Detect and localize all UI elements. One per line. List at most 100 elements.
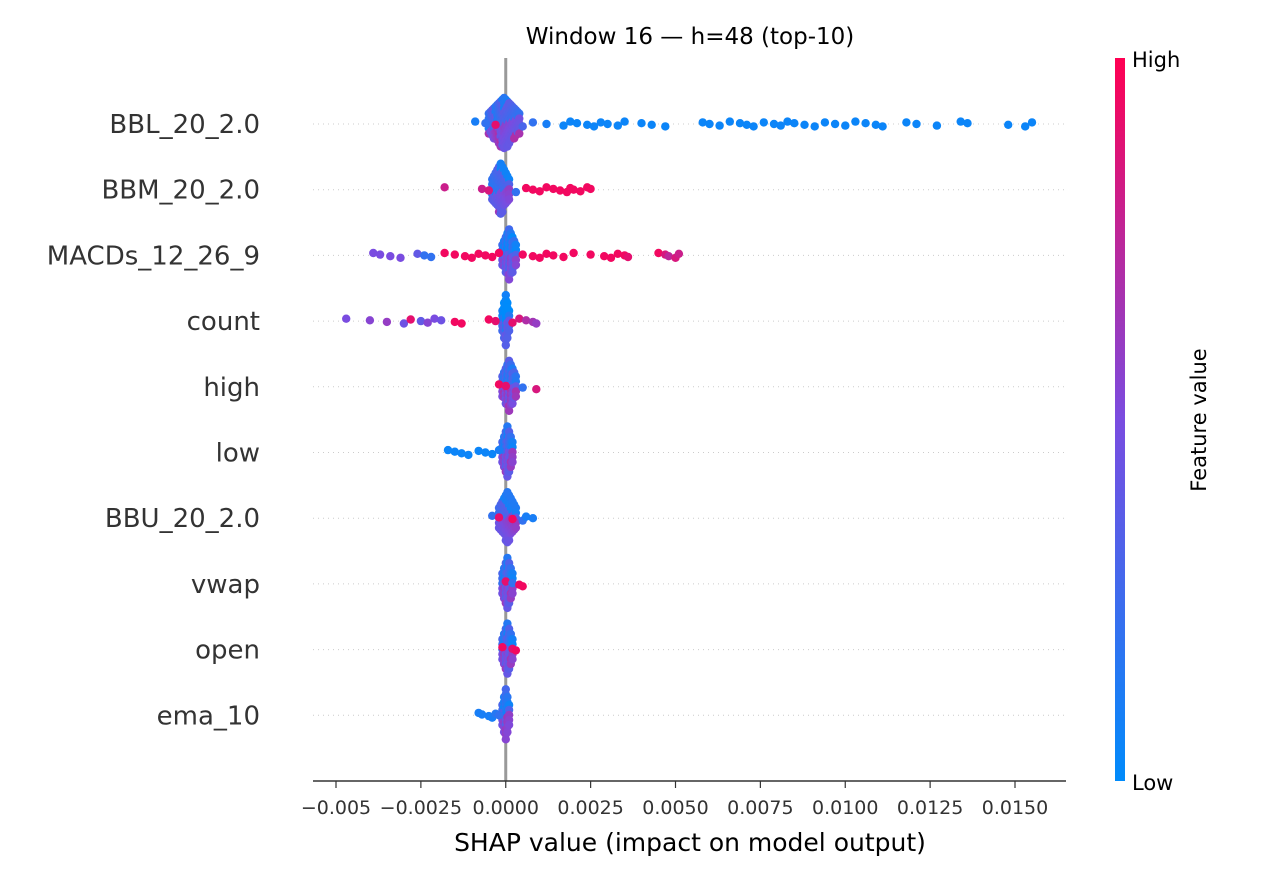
shap-point	[528, 118, 538, 127]
feature-label: ema_10	[157, 701, 260, 731]
shap-point	[535, 187, 544, 196]
shap-point	[365, 316, 375, 325]
shap-point	[450, 447, 459, 456]
shap-point	[515, 129, 524, 138]
x-tick-label: 0.0125	[897, 797, 963, 819]
shap-point	[1004, 120, 1013, 129]
shap-point	[518, 582, 527, 591]
shap-point	[521, 512, 531, 521]
row-guides	[313, 123, 1066, 716]
shap-point	[481, 119, 490, 128]
shap-point	[491, 316, 500, 326]
feature-label: open	[195, 636, 260, 666]
shap-point	[589, 122, 599, 131]
x-tick-label: 0.0000	[473, 797, 539, 819]
shap-point	[603, 119, 612, 129]
shap-point	[521, 316, 531, 325]
shap-point	[518, 122, 527, 131]
shap-point	[443, 445, 453, 455]
shap-point	[749, 122, 758, 131]
shap-point	[783, 117, 792, 126]
shap-point	[494, 711, 504, 720]
shap-point	[623, 252, 633, 262]
shap-point	[583, 120, 592, 129]
x-tick-label: 0.0150	[982, 797, 1048, 819]
shap-point	[586, 184, 595, 194]
shap-point	[504, 326, 514, 335]
shap-point	[494, 513, 504, 522]
shap-point	[511, 392, 521, 401]
shap-point	[504, 195, 514, 204]
x-axis-ticks: −0.005 −0.0025 0.0000 0.0025 0.0050 0.0075 0.0…	[301, 781, 1048, 819]
shap-point	[569, 248, 578, 258]
shap-point	[498, 643, 507, 652]
shap-point	[477, 184, 487, 194]
shap-point	[481, 251, 490, 260]
shap-point	[494, 248, 504, 258]
shap-point	[596, 118, 605, 127]
shap-point	[698, 118, 707, 127]
shap-points	[342, 93, 1037, 744]
shap-point	[528, 185, 538, 194]
shap-point	[566, 117, 575, 126]
shap-point	[613, 249, 622, 258]
colorbar-high-label: High	[1132, 48, 1180, 72]
shap-point	[542, 183, 551, 192]
shap-point	[508, 514, 517, 524]
x-tick-label: 0.0025	[557, 797, 623, 819]
shap-point	[369, 248, 378, 258]
shap-point	[715, 121, 724, 130]
shap-point	[467, 253, 476, 262]
shap-point	[477, 710, 487, 719]
shap-point	[878, 122, 887, 131]
shap-point	[342, 314, 351, 323]
shap-point	[518, 383, 527, 392]
shap-point	[932, 121, 942, 130]
shap-point	[474, 446, 483, 456]
shap-point	[902, 118, 911, 127]
shap-point	[423, 318, 432, 327]
feature-label: BBM_20_2.0	[101, 176, 260, 206]
shap-point	[491, 120, 500, 129]
shap-point	[396, 253, 405, 262]
shap-point	[503, 333, 512, 343]
shap-point	[600, 252, 609, 261]
shap-point	[504, 720, 514, 730]
shap-point	[511, 260, 521, 270]
shap-point	[375, 250, 385, 259]
shap-point	[528, 514, 538, 523]
shap-point	[464, 450, 473, 460]
colorbar-low-label: Low	[1132, 771, 1173, 795]
shap-point	[508, 578, 517, 588]
shap-point	[515, 314, 524, 323]
shap-point	[705, 119, 714, 129]
shap-point	[542, 119, 551, 129]
shap-point	[488, 252, 497, 262]
shap-point	[484, 315, 493, 324]
shap-point	[810, 122, 819, 131]
shap-point	[521, 183, 531, 193]
chart-title: Window 16 — h=48 (top-10)	[526, 24, 855, 50]
shap-point	[494, 445, 504, 455]
shap-point	[420, 251, 429, 260]
shap-point	[386, 252, 395, 261]
shap-point	[549, 251, 558, 260]
shap-point	[460, 252, 470, 261]
shap-point	[725, 117, 734, 126]
shap-point	[484, 186, 493, 195]
x-tick-label: −0.0025	[380, 797, 462, 819]
shap-point	[559, 121, 568, 130]
shap-point	[769, 119, 779, 129]
colorbar	[1115, 58, 1125, 781]
x-tick-label: 0.0050	[642, 797, 708, 819]
shap-point	[457, 319, 466, 328]
shap-point	[518, 250, 527, 259]
shap-point	[416, 316, 426, 326]
shap-point	[912, 119, 921, 129]
shap-point	[613, 121, 622, 130]
shap-point	[528, 252, 538, 261]
shap-point	[501, 735, 510, 744]
shap-point	[569, 185, 578, 194]
